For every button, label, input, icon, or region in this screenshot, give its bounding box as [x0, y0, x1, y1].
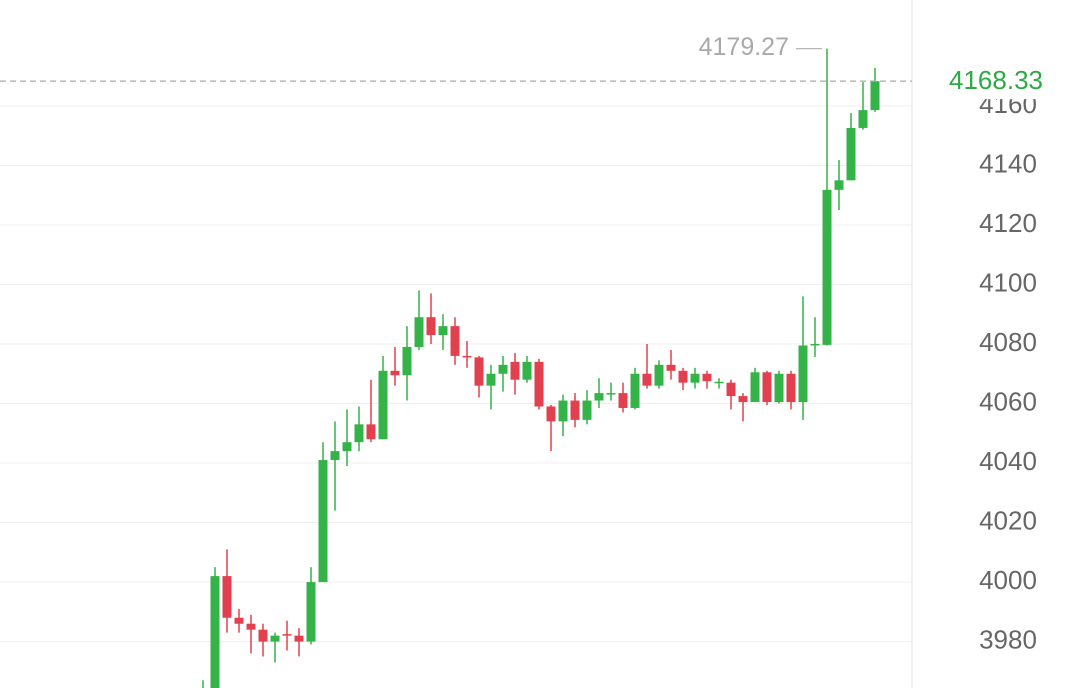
candle-body	[570, 400, 580, 420]
y-tick-label: 4080	[979, 327, 1037, 357]
y-tick-label: 4100	[979, 267, 1037, 297]
candle-body	[774, 373, 784, 403]
candle-body	[450, 326, 460, 356]
candle-body	[294, 635, 304, 642]
candle-body	[642, 373, 652, 386]
candle-body	[282, 634, 292, 636]
candle-body	[762, 372, 772, 403]
candle-body	[582, 400, 592, 420]
candle-body	[330, 451, 340, 461]
candle-body	[558, 400, 568, 422]
candle-body	[726, 382, 736, 397]
candle-body	[606, 393, 616, 395]
candle-body	[810, 344, 820, 346]
candle-body	[354, 424, 364, 443]
candle-body	[786, 373, 796, 403]
candle-body	[702, 373, 712, 382]
candle-body	[714, 381, 724, 384]
candle-body	[690, 373, 700, 383]
candle-body	[426, 317, 436, 336]
candle-body	[630, 373, 640, 408]
last-price-label: 4168.33	[949, 65, 1043, 95]
y-tick-label: 4000	[979, 565, 1037, 595]
candle-body	[402, 346, 412, 376]
y-tick-label: 3980	[979, 624, 1037, 654]
candle-body	[306, 582, 316, 642]
candle-body	[846, 127, 856, 181]
candle-body	[666, 364, 676, 371]
candle-body	[462, 355, 472, 358]
y-tick-label: 4140	[979, 148, 1037, 178]
y-tick-label: 4040	[979, 446, 1037, 476]
candle-body	[234, 617, 244, 624]
candle-body	[390, 370, 400, 376]
candle-body	[414, 317, 424, 347]
candle-body	[210, 576, 220, 688]
candle-body	[594, 393, 604, 401]
candle-body	[522, 361, 532, 380]
candle-body	[822, 189, 832, 345]
y-tick-label: 4120	[979, 208, 1037, 238]
candle-body	[858, 110, 868, 128]
high-label: 4179.27	[699, 33, 789, 61]
candle-body	[474, 357, 484, 386]
candle-body	[498, 364, 508, 374]
candle-body	[618, 393, 628, 408]
candle-body	[258, 629, 268, 642]
candle-body	[486, 373, 496, 386]
y-tick-label: 4060	[979, 386, 1037, 416]
candle-body	[750, 372, 760, 403]
candle-body	[834, 180, 844, 190]
candle-body	[534, 361, 544, 407]
candle-body	[270, 635, 280, 642]
y-tick-label: 4020	[979, 505, 1037, 535]
candle-body	[798, 345, 808, 403]
candle-body	[510, 361, 520, 380]
candle-body	[738, 396, 748, 403]
candle-body	[870, 81, 880, 111]
candle-body	[222, 576, 232, 618]
candle-body	[546, 406, 556, 422]
candle-body	[366, 424, 376, 440]
candle-body	[246, 623, 256, 630]
candle-body	[378, 370, 388, 440]
candle-body	[654, 364, 664, 386]
candle-body	[438, 326, 448, 336]
candle-body	[342, 442, 352, 452]
last-price-badge	[914, 63, 1080, 100]
candle-body	[318, 460, 328, 583]
candle-body	[678, 370, 688, 383]
